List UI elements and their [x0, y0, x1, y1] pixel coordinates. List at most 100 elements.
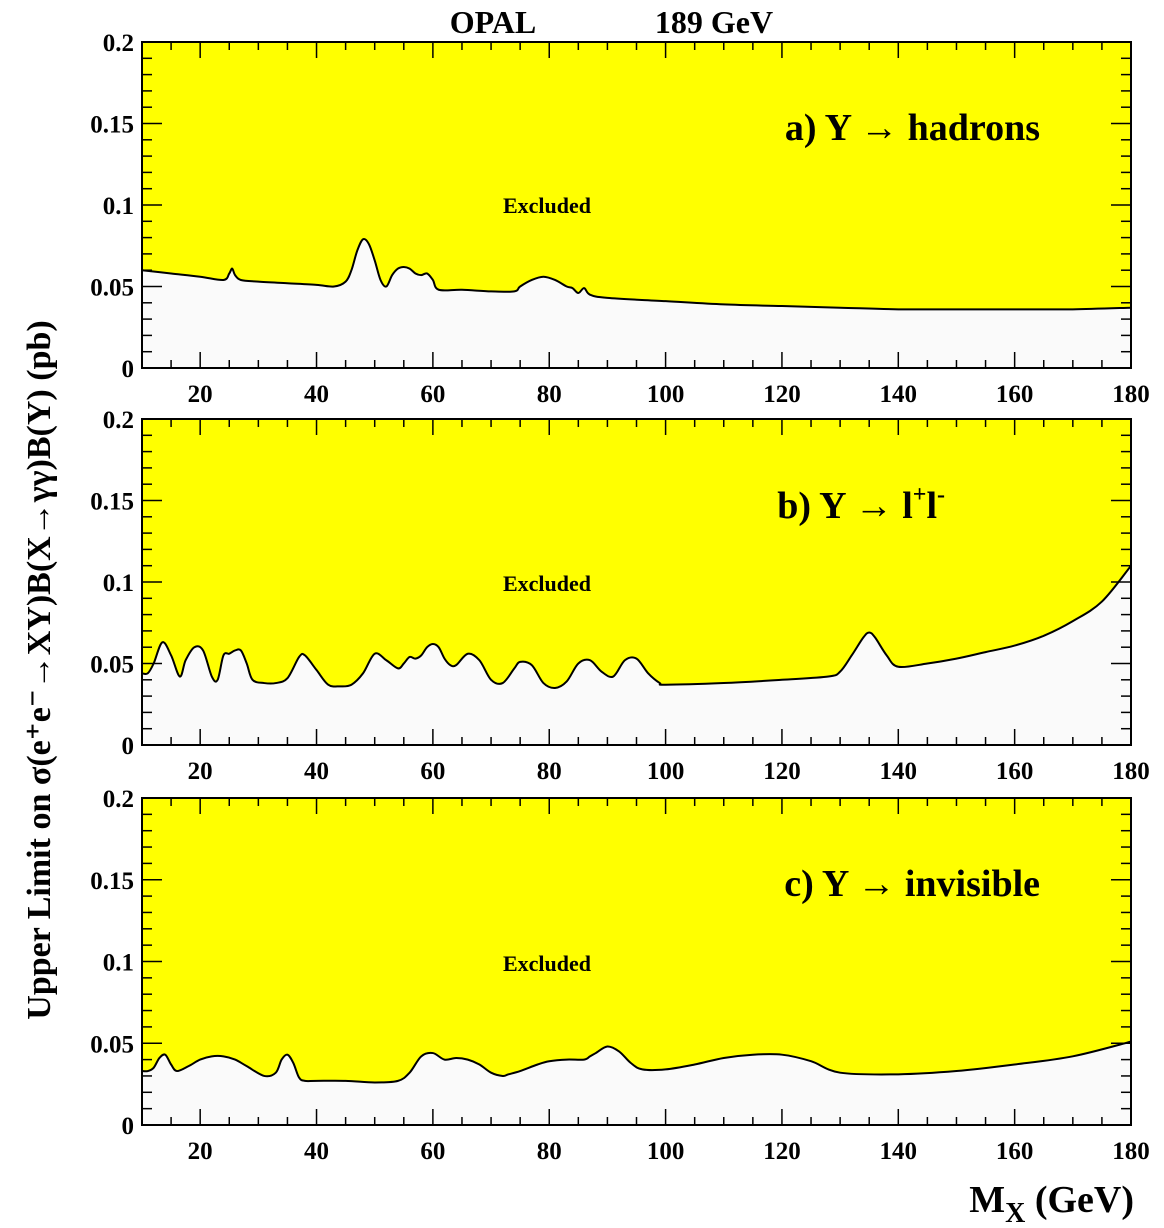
data-point: [199, 1059, 201, 1061]
data-point: [275, 1072, 277, 1074]
data-point: [577, 663, 579, 665]
excluded-label: Excluded: [503, 951, 591, 976]
data-point: [868, 632, 870, 634]
data-point: [403, 663, 405, 665]
data-point: [781, 305, 783, 307]
data-point: [432, 1052, 434, 1054]
panel-label: b) Y → l+l-: [777, 482, 945, 527]
y-tick-label: 0: [122, 733, 135, 760]
data-point: [403, 266, 405, 268]
data-point: [385, 659, 387, 661]
x-tick-label: 160: [996, 758, 1034, 785]
data-point: [542, 682, 544, 684]
data-point: [542, 276, 544, 278]
data-point: [217, 679, 219, 681]
panel-label-main: b) Y → l: [777, 485, 912, 527]
x-tick-label: 40: [304, 758, 329, 785]
data-point: [333, 286, 335, 288]
data-point: [240, 279, 242, 281]
data-point: [420, 654, 422, 656]
x-tick-label: 120: [763, 1138, 801, 1165]
y-tick-label: 0: [122, 1113, 135, 1140]
data-point: [231, 268, 233, 270]
x-tick-label: 60: [420, 381, 445, 408]
data-point: [723, 303, 725, 305]
data-point: [316, 669, 318, 671]
data-point: [286, 282, 288, 284]
data-point: [275, 682, 277, 684]
data-point: [246, 663, 248, 665]
data-point: [420, 1055, 422, 1057]
panel-label-sup: -: [937, 482, 945, 508]
data-point: [414, 658, 416, 660]
data-point: [478, 1064, 480, 1066]
data-point: [170, 272, 172, 274]
data-point: [316, 284, 318, 286]
x-tick-label: 20: [188, 381, 213, 408]
data-point: [222, 654, 224, 656]
x-tick-label: 80: [537, 381, 562, 408]
data-point: [955, 308, 957, 310]
data-point: [566, 680, 568, 682]
data-point: [438, 646, 440, 648]
data-point: [874, 636, 876, 638]
data-point: [211, 676, 213, 678]
data-point: [222, 1055, 224, 1057]
y-tick-label: 0.15: [90, 112, 134, 139]
x-tick-label: 180: [1112, 381, 1150, 408]
data-point: [461, 289, 463, 291]
y-tick-label: 0.2: [103, 407, 134, 434]
data-point: [240, 649, 242, 651]
data-point: [566, 286, 568, 288]
panel-1: 20 40 60 80 100 120 140 160 180 0 0.05 0.1 0.15 0.2 Ex…: [90, 30, 1150, 408]
data-point: [606, 297, 608, 299]
data-point: [397, 1080, 399, 1082]
panel-label: a) Y → hadrons: [785, 107, 1040, 149]
data-point: [839, 671, 841, 673]
data-point: [630, 1062, 632, 1064]
data-point: [257, 281, 259, 283]
data-point: [228, 272, 230, 274]
data-point: [566, 1059, 568, 1061]
data-point: [449, 664, 451, 666]
y-tick-label: 0.2: [103, 30, 134, 57]
allowed-region: [142, 1041, 1131, 1125]
data-point: [362, 238, 364, 240]
data-point: [665, 1068, 667, 1070]
y-tick-label: 0.15: [90, 489, 134, 516]
data-point: [185, 659, 187, 661]
data-point: [955, 658, 957, 660]
y-tick-label: 0.15: [90, 868, 134, 895]
data-point: [397, 268, 399, 270]
data-point: [1014, 1064, 1016, 1066]
data-point: [467, 653, 469, 655]
x-tick-label: 40: [304, 381, 329, 408]
data-point: [356, 250, 358, 252]
data-point: [467, 1059, 469, 1061]
y-tick-label: 0.1: [103, 950, 134, 977]
data-point: [723, 1057, 725, 1059]
data-point: [316, 1080, 318, 1082]
data-point: [519, 661, 521, 663]
x-axis-label-main: M: [969, 1179, 1005, 1221]
data-point: [438, 289, 440, 291]
y-tick-label: 0.2: [103, 786, 134, 813]
x-tick-label: 60: [420, 1138, 445, 1165]
data-point: [327, 684, 329, 686]
limit-curve: [141, 565, 1132, 689]
x-axis-label-unit: (GeV): [1025, 1179, 1134, 1221]
data-point: [374, 653, 376, 655]
data-point: [179, 676, 181, 678]
data-point: [234, 649, 236, 651]
x-tick-label: 140: [880, 1138, 918, 1165]
data-point: [502, 1075, 504, 1077]
data-point: [606, 1046, 608, 1048]
data-point: [513, 290, 515, 292]
data-point: [263, 682, 265, 684]
data-point: [199, 276, 201, 278]
y-axis-label: Upper Limit on σ(e⁺e⁻→XY)B(X→γγ)B(Y) (pb…: [21, 320, 58, 1019]
data-point: [345, 281, 347, 283]
data-point: [589, 659, 591, 661]
data-point: [478, 659, 480, 661]
data-point: [513, 667, 515, 669]
